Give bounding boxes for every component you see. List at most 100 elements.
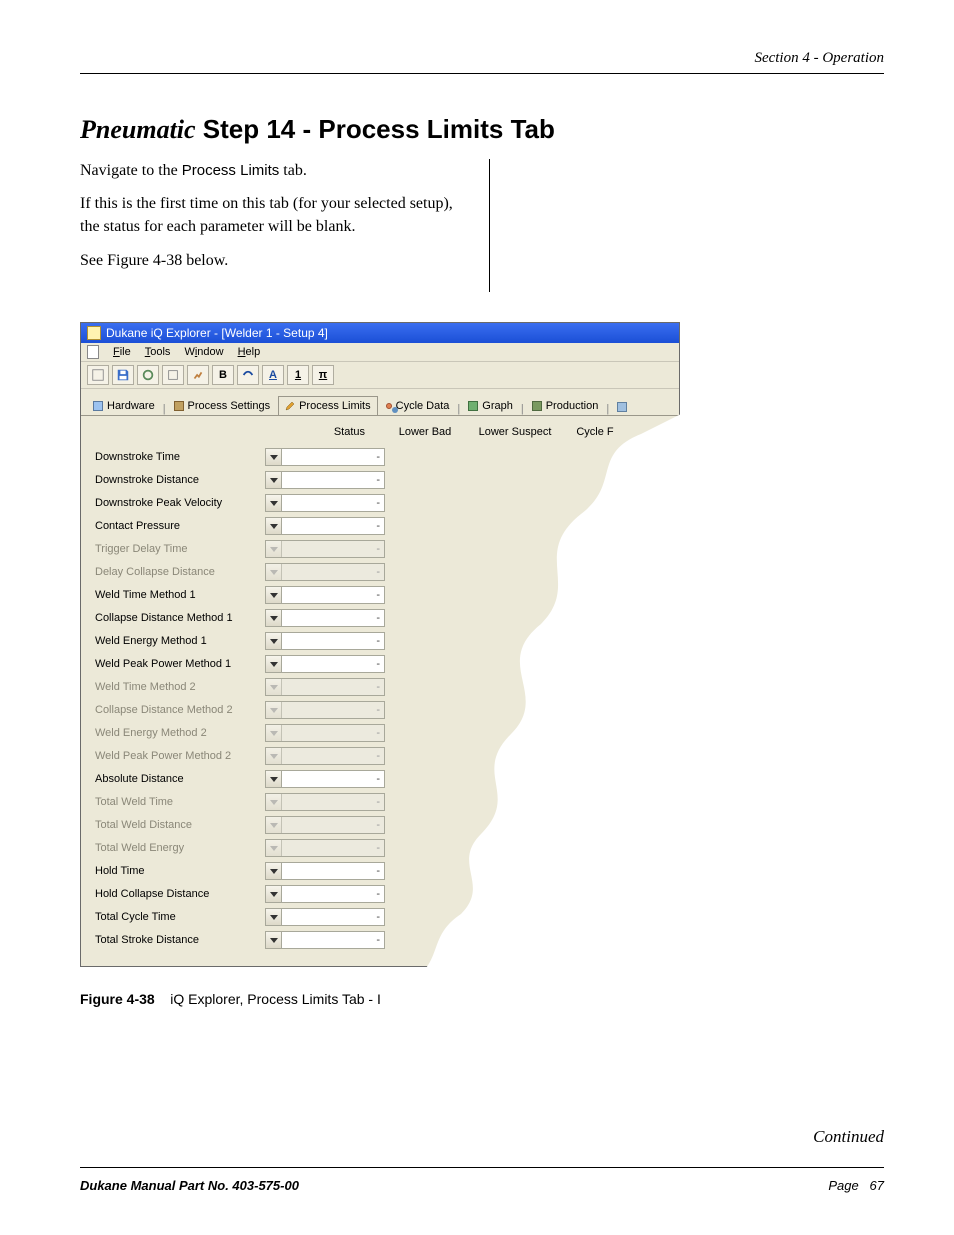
- param-row: Weld Time Method 2-: [95, 676, 679, 699]
- param-row: Total Cycle Time-: [95, 906, 679, 929]
- status-dropdown[interactable]: -: [265, 655, 385, 673]
- figure-caption: Figure 4-38 iQ Explorer, Process Limits …: [80, 991, 884, 1007]
- param-label: Downstroke Distance: [95, 474, 265, 486]
- menu-file[interactable]: File: [113, 346, 131, 358]
- param-row: Weld Time Method 1-: [95, 584, 679, 607]
- status-value: -: [376, 497, 380, 509]
- chevron-down-icon: [266, 840, 282, 856]
- param-row: Total Weld Distance-: [95, 814, 679, 837]
- chevron-down-icon: [266, 472, 282, 488]
- toolbar-btn-3[interactable]: [137, 365, 159, 385]
- footer-page-label: Page: [828, 1178, 858, 1193]
- status-value: -: [376, 888, 380, 900]
- status-value: -: [376, 520, 380, 532]
- status-dropdown[interactable]: -: [265, 471, 385, 489]
- status-dropdown[interactable]: -: [265, 908, 385, 926]
- page-footer: Dukane Manual Part No. 403-575-00 Page 6…: [80, 1167, 884, 1193]
- status-dropdown[interactable]: -: [265, 517, 385, 535]
- tab-cycle-data[interactable]: Cycle Data: [380, 397, 456, 415]
- chevron-down-icon: [266, 794, 282, 810]
- param-row: Delay Collapse Distance-: [95, 561, 679, 584]
- tab-overflow[interactable]: [611, 399, 633, 415]
- toolbar-btn-7[interactable]: [237, 365, 259, 385]
- menu-bar: File Tools Window Help: [81, 343, 679, 362]
- param-row: Hold Time-: [95, 860, 679, 883]
- limits-grid: Status Lower Bad Lower Suspect Cycle F D…: [81, 416, 679, 966]
- param-row: Total Weld Time-: [95, 791, 679, 814]
- param-row: Weld Energy Method 1-: [95, 630, 679, 653]
- app-window: Dukane iQ Explorer - [Welder 1 - Setup 4…: [80, 322, 680, 967]
- tab-graph-label: Graph: [482, 400, 513, 412]
- status-dropdown: -: [265, 563, 385, 581]
- status-value: -: [376, 911, 380, 923]
- status-dropdown[interactable]: -: [265, 494, 385, 512]
- tab-process-limits[interactable]: Process Limits: [278, 396, 378, 416]
- param-row: Downstroke Time -: [95, 446, 679, 469]
- param-row: Trigger Delay Time-: [95, 538, 679, 561]
- toolbar-btn-4[interactable]: [162, 365, 184, 385]
- chevron-down-icon: [266, 449, 282, 465]
- menu-window[interactable]: Window: [184, 346, 223, 358]
- param-label: Total Stroke Distance: [95, 934, 265, 946]
- tab-process-limits-label: Process Limits: [299, 400, 371, 412]
- tab-cycle-data-label: Cycle Data: [396, 400, 450, 412]
- chevron-down-icon: [266, 679, 282, 695]
- toolbar-btn-5[interactable]: [187, 365, 209, 385]
- tab-graph[interactable]: Graph: [462, 397, 519, 415]
- menu-tools[interactable]: Tools: [145, 346, 171, 358]
- status-value: -: [376, 727, 380, 739]
- tab-production[interactable]: Production: [526, 397, 605, 415]
- tab-production-label: Production: [546, 400, 599, 412]
- toolbar-save-icon[interactable]: [112, 365, 134, 385]
- status-dropdown: -: [265, 701, 385, 719]
- col-lower-suspect: Lower Suspect: [465, 426, 565, 438]
- tab-hardware[interactable]: Hardware: [87, 397, 161, 415]
- param-row: Downstroke Distance-: [95, 469, 679, 492]
- footer-page-num: 67: [870, 1178, 884, 1193]
- tab-separator: |: [163, 403, 166, 415]
- chevron-down-icon: [266, 886, 282, 902]
- title-rest: Step 14 - Process Limits Tab: [196, 114, 555, 144]
- status-dropdown[interactable]: -: [265, 931, 385, 949]
- tab-process-settings[interactable]: Process Settings: [168, 397, 277, 415]
- status-value: -: [376, 750, 380, 762]
- status-value: -: [376, 658, 380, 670]
- chevron-down-icon: [266, 564, 282, 580]
- status-value: -: [376, 451, 380, 463]
- param-label: Collapse Distance Method 2: [95, 704, 265, 716]
- tab-process-settings-label: Process Settings: [188, 400, 271, 412]
- section-header: Section 4 - Operation: [80, 50, 884, 74]
- param-row: Collapse Distance Method 2 -: [95, 699, 679, 722]
- status-dropdown[interactable]: -: [265, 770, 385, 788]
- toolbar-btn-1[interactable]: [87, 365, 109, 385]
- param-row: Contact Pressure-: [95, 515, 679, 538]
- status-dropdown[interactable]: -: [265, 609, 385, 627]
- status-dropdown[interactable]: -: [265, 862, 385, 880]
- status-dropdown[interactable]: -: [265, 586, 385, 604]
- intro-nav-post: tab.: [279, 162, 307, 179]
- param-label: Downstroke Time: [95, 451, 265, 463]
- figure-text: iQ Explorer, Process Limits Tab - I: [170, 991, 381, 1007]
- chevron-down-icon: [266, 633, 282, 649]
- status-value: -: [376, 566, 380, 578]
- toolbar-btn-a-icon[interactable]: A: [262, 365, 284, 385]
- chevron-down-icon: [266, 518, 282, 534]
- param-row: Hold Collapse Distance-: [95, 883, 679, 906]
- toolbar-btn-1-icon[interactable]: 1: [287, 365, 309, 385]
- chevron-down-icon: [266, 863, 282, 879]
- toolbar-btn-pi-icon[interactable]: π: [312, 365, 334, 385]
- status-dropdown: -: [265, 747, 385, 765]
- status-dropdown[interactable]: -: [265, 448, 385, 466]
- param-row: Absolute Distance-: [95, 768, 679, 791]
- status-value: -: [376, 704, 380, 716]
- status-value: -: [376, 681, 380, 693]
- status-dropdown[interactable]: -: [265, 885, 385, 903]
- param-label: Hold Time: [95, 865, 265, 877]
- intro-nav-tab: Process Limits: [182, 162, 280, 179]
- param-row: Downstroke Peak Velocity-: [95, 492, 679, 515]
- chevron-down-icon: [266, 725, 282, 741]
- grid-header: Status Lower Bad Lower Suspect Cycle F: [95, 426, 679, 438]
- toolbar-btn-bold-icon[interactable]: B: [212, 365, 234, 385]
- status-dropdown[interactable]: -: [265, 632, 385, 650]
- menu-help[interactable]: Help: [238, 346, 261, 358]
